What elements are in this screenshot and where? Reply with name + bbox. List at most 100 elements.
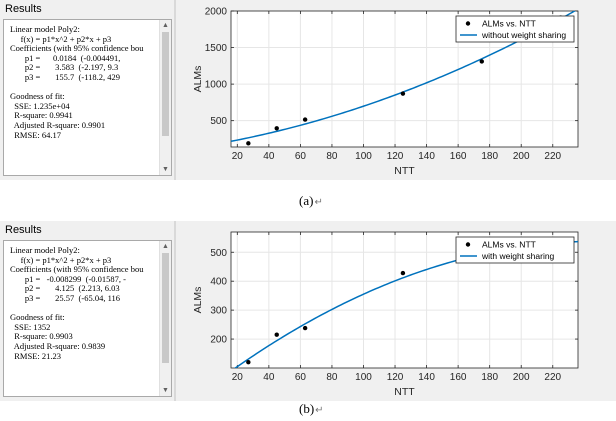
results-box: Linear model Poly2: f(x) = p1*x^2 + p2*x… xyxy=(3,240,172,397)
x-tick-label: 80 xyxy=(326,372,338,383)
plot-frame xyxy=(230,231,579,369)
results-title: Results xyxy=(5,224,42,236)
caption-b-text: (b) xyxy=(299,401,315,416)
x-tick-label: 220 xyxy=(544,372,561,383)
data-point xyxy=(274,126,279,131)
x-axis-label: NTT xyxy=(394,386,415,398)
legend-points-label: ALMs vs. NTT xyxy=(482,240,536,250)
y-tick-label: 1500 xyxy=(205,43,228,54)
x-tick-label: 20 xyxy=(232,151,244,162)
legend-box xyxy=(455,15,575,43)
data-point xyxy=(400,91,406,96)
x-tick-label: 60 xyxy=(295,372,307,383)
legend-fit-label: with weight sharing xyxy=(481,251,555,261)
y-tick-label: 1000 xyxy=(205,80,228,91)
data-point xyxy=(246,141,251,146)
results-line: RMSE: 64.17 xyxy=(10,129,62,140)
data-point xyxy=(302,325,308,331)
y-axis-label: ALMs xyxy=(192,66,204,93)
legend-fit-label: without weight sharing xyxy=(481,30,566,40)
results-line: p3 = 155.7 (-118.2, 429 xyxy=(10,71,121,82)
scroll-up-icon[interactable]: ▲ xyxy=(162,22,169,29)
caption-a: (a)↵ xyxy=(299,193,323,209)
fit-chart-b: 20 40 60 80 100 120 140 160 180 200 220 200 300 400 50… xyxy=(192,231,579,398)
results-title: Results xyxy=(5,3,42,15)
y-tick-label: 2000 xyxy=(205,7,228,18)
panel-divider[interactable] xyxy=(174,221,176,401)
results-line: f(x) = p1*x^2 + p2*x + p3 xyxy=(10,33,112,44)
fit-panel-a: Results Linear model Poly2: f(x) = p1*x^… xyxy=(0,0,616,180)
results-line: p1 = 0.0184 (-0.004491, xyxy=(10,52,121,63)
results-line: SSE: 1352 xyxy=(10,321,51,332)
data-point xyxy=(246,360,251,365)
data-point xyxy=(479,59,484,64)
results-line: RMSE: 21.23 xyxy=(10,350,62,361)
legend-point-marker xyxy=(465,21,471,26)
results-scrollbar[interactable]: ▲ ▼ xyxy=(159,241,171,396)
x-tick-label: 140 xyxy=(418,151,435,162)
fit-panel-b: Results Linear model Poly2: f(x) = p1*x^… xyxy=(0,221,616,401)
x-tick-label: 80 xyxy=(326,151,338,162)
scroll-thumb[interactable] xyxy=(162,253,169,363)
x-tick-label: 200 xyxy=(513,151,530,162)
x-tick-label: 100 xyxy=(355,372,372,383)
x-tick-label: 220 xyxy=(544,151,561,162)
data-point xyxy=(400,270,406,276)
legend-point-marker xyxy=(465,242,471,247)
x-tick-label: 160 xyxy=(450,372,467,383)
scroll-down-icon[interactable]: ▼ xyxy=(162,166,169,173)
results-line: Coefficients (with 95% confidence bou xyxy=(10,264,144,275)
return-mark: ↵ xyxy=(314,197,323,208)
results-box: Linear model Poly2: f(x) = p1*x^2 + p2*x… xyxy=(3,19,172,176)
results-line: p1 = -0.008299 (-0.01587, - xyxy=(10,273,126,284)
results-line: p3 = 25.57 (-65.04, 116 xyxy=(10,292,121,303)
data-point xyxy=(274,332,279,337)
x-tick-label: 120 xyxy=(387,151,404,162)
scroll-thumb[interactable] xyxy=(162,32,169,136)
x-tick-label: 140 xyxy=(418,372,435,383)
x-tick-label: 200 xyxy=(513,372,530,383)
y-tick-label: 500 xyxy=(210,248,227,259)
results-text: Linear model Poly2: f(x) = p1*x^2 + p2*x… xyxy=(10,25,156,140)
results-line: Linear model Poly2: xyxy=(10,25,80,34)
panel-divider[interactable] xyxy=(174,0,176,180)
results-line: f(x) = p1*x^2 + p2*x + p3 xyxy=(10,254,112,265)
caption-a-text: (a) xyxy=(299,193,314,208)
y-tick-label: 200 xyxy=(210,335,227,346)
y-axis-label: ALMs xyxy=(192,287,204,314)
fit-chart-a: 20 40 60 80 100 120 140 160 180 200 220 500 1000 1500… xyxy=(192,7,579,177)
results-line: R-square: 0.9903 xyxy=(10,331,73,342)
x-tick-label: 180 xyxy=(481,151,498,162)
x-axis-label: NTT xyxy=(394,165,415,177)
legend-points-label: ALMs vs. NTT xyxy=(482,19,536,29)
x-tick-label: 20 xyxy=(232,372,244,383)
results-line: Goodness of fit: xyxy=(10,91,65,102)
data-point xyxy=(302,117,308,122)
plot-frame xyxy=(230,10,579,148)
results-text: Linear model Poly2: f(x) = p1*x^2 + p2*x… xyxy=(10,246,156,361)
y-tick-label: 400 xyxy=(210,277,227,288)
x-tick-label: 60 xyxy=(295,151,307,162)
results-line: p2 = 3.583 (-2.197, 9.3 xyxy=(10,62,119,73)
results-scrollbar[interactable]: ▲ ▼ xyxy=(159,20,171,175)
x-tick-label: 180 xyxy=(481,372,498,383)
results-line: R-square: 0.9941 xyxy=(10,110,73,121)
results-line: Linear model Poly2: xyxy=(10,246,80,255)
scroll-up-icon[interactable]: ▲ xyxy=(162,243,169,250)
results-line: Coefficients (with 95% confidence bou xyxy=(10,43,144,54)
x-tick-label: 40 xyxy=(263,151,275,162)
results-line: Goodness of fit: xyxy=(10,312,65,323)
results-line: Adjusted R-square: 0.9839 xyxy=(10,340,106,351)
return-mark: ↵ xyxy=(315,405,324,416)
caption-b: (b)↵ xyxy=(299,401,324,417)
x-tick-label: 40 xyxy=(263,372,275,383)
y-tick-label: 500 xyxy=(210,116,227,127)
x-tick-label: 160 xyxy=(450,151,467,162)
x-tick-label: 100 xyxy=(355,151,372,162)
scroll-down-icon[interactable]: ▼ xyxy=(162,387,169,394)
legend-box xyxy=(455,236,575,264)
results-line: SSE: 1.235e+04 xyxy=(10,100,70,111)
results-line: p2 = 4.125 (2.213, 6.03 xyxy=(10,283,120,294)
results-line: Adjusted R-square: 0.9901 xyxy=(10,119,106,130)
x-tick-label: 120 xyxy=(387,372,404,383)
